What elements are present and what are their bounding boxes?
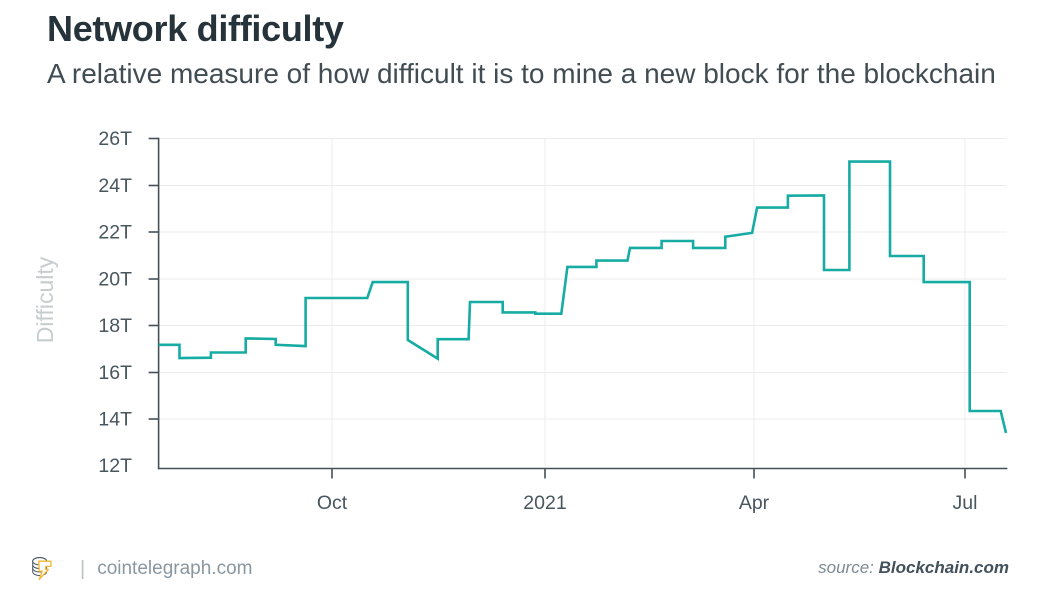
svg-text:Difficulty: Difficulty — [32, 256, 58, 343]
svg-text:18T: 18T — [98, 315, 132, 337]
svg-text:2021: 2021 — [523, 492, 566, 514]
svg-text:Oct: Oct — [317, 492, 348, 514]
svg-text:16T: 16T — [98, 362, 132, 384]
svg-text:24T: 24T — [98, 175, 132, 197]
svg-text:12T: 12T — [98, 455, 132, 477]
svg-text:14T: 14T — [98, 409, 132, 431]
svg-text:26T: 26T — [98, 128, 132, 150]
svg-text:20T: 20T — [98, 269, 132, 291]
svg-text:Apr: Apr — [739, 492, 770, 514]
svg-text:22T: 22T — [98, 222, 132, 244]
svg-text:Jul: Jul — [953, 492, 978, 514]
